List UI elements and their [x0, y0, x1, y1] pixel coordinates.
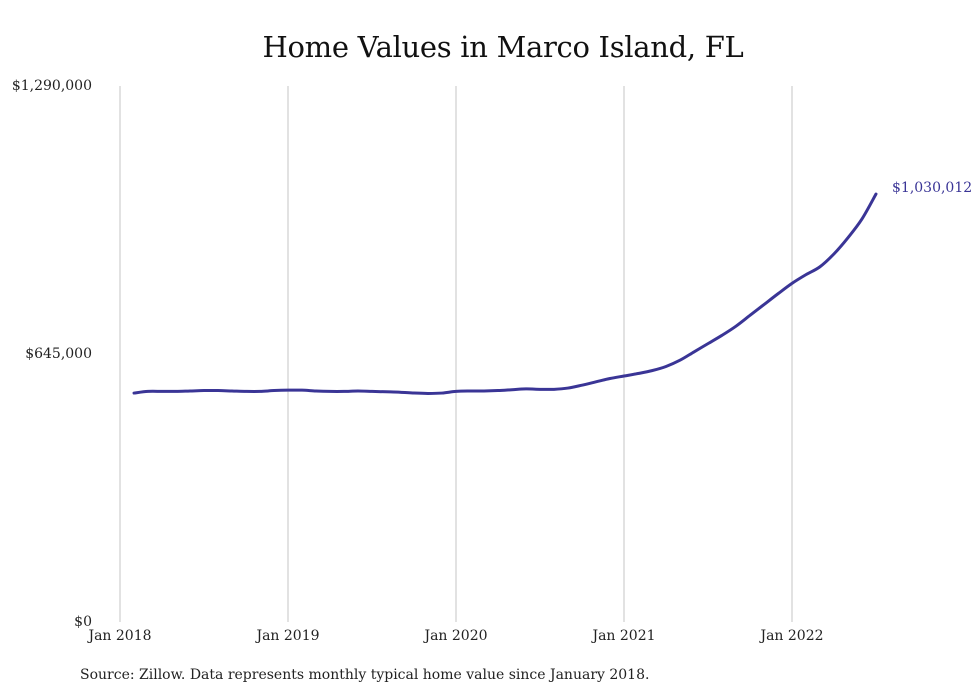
x-tick-label: Jan 2021 [590, 628, 655, 644]
y-tick-label: $645,000 [25, 346, 92, 362]
x-tick-label: Jan 2022 [758, 628, 823, 644]
source-note: Source: Zillow. Data represents monthly … [80, 667, 650, 683]
x-tick-label: Jan 2018 [86, 628, 151, 644]
y-tick-label: $0 [74, 614, 92, 630]
y-axis: $1,290,000 $645,000 $0 [12, 78, 92, 630]
x-tick-label: Jan 2019 [254, 628, 319, 644]
series-line-0 [132, 192, 878, 395]
end-value-label: $1,030,012 [892, 180, 972, 196]
grid-lines [119, 86, 793, 622]
y-tick-label: $1,290,000 [12, 78, 92, 94]
chart-title: Home Values in Marco Island, FL [262, 30, 744, 64]
series-line-group: $1,030,012 [132, 180, 972, 395]
x-tick-label: Jan 2020 [422, 628, 487, 644]
x-axis: Jan 2018 Jan 2019 Jan 2020 Jan 2021 Jan 2022 [86, 628, 823, 644]
